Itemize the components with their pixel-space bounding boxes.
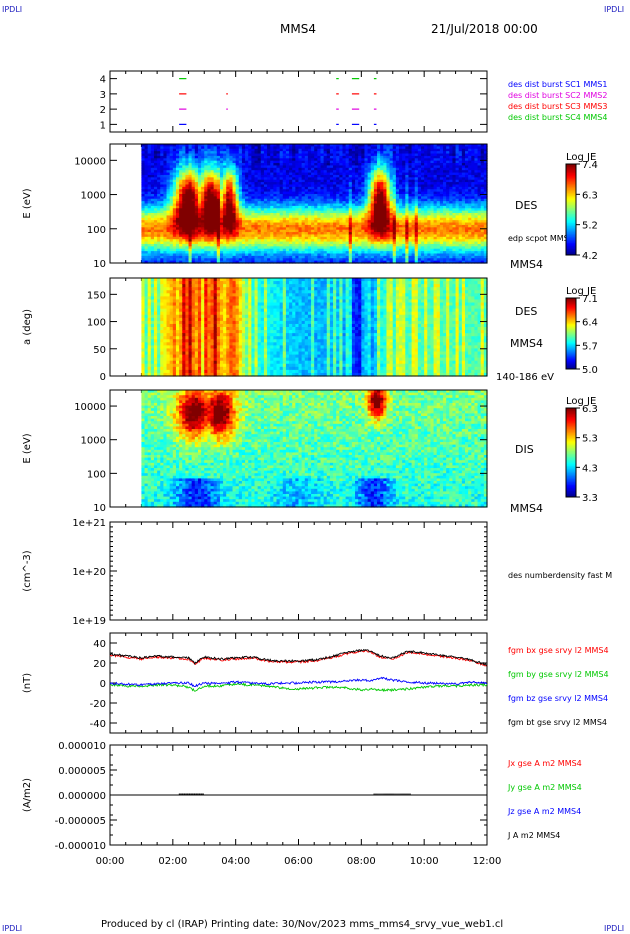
time-tick-label: 12:00 [473,856,502,867]
y-tick-label: 10000 [74,156,106,167]
y-tick-label: 50 [93,345,106,356]
time-tick-label: 00:00 [96,856,125,867]
time-tick-label: 10:00 [410,856,439,867]
y-tick-label: 1 [100,120,106,131]
legend-entry: fgm bt gse srvy l2 MMS4 [508,718,607,727]
heatmap-cells [141,278,487,377]
legend-entry: Jx gse A m2 MMS4 [507,759,582,768]
y-tick-label: 100 [87,225,106,236]
heatmap-cells [141,390,487,508]
y-tick-label: -0.000005 [55,816,106,827]
time-tick-label: 06:00 [284,856,313,867]
y-tick-label: 1000 [81,191,106,202]
legend-entry: fgm by gse srvy l2 MMS4 [508,670,609,679]
time-tick-label: 08:00 [347,856,376,867]
y-tick-label: -0.000010 [55,841,106,852]
colorbar-tick-label: 3.3 [582,493,598,504]
y-tick-label: 10 [93,503,106,514]
colorbar-tick-label: 6.3 [582,404,598,415]
heatmap-cells [141,144,487,264]
spacecraft-label: MMS4 [510,337,543,350]
panel-burst-availability: 4 3 2 1 des dist burst SC1 MMS1 des dist burs… [100,71,608,132]
energy-label: 140-186 eV [496,372,554,383]
y-axis-label: (cm^-3) [22,550,33,591]
colorbar-tick-label: 5.3 [582,434,598,445]
legend-entry: des dist burst SC3 MMS3 [508,102,607,111]
instrument-label: DIS [515,443,534,456]
legend-entry: des dist burst SC4 MMS4 [508,113,607,122]
series-line [110,650,487,666]
legend-entry: des dist burst SC1 MMS1 [508,80,607,89]
colorbar-tick-label: 6.3 [582,190,598,201]
y-tick-label: 1e+20 [72,567,106,578]
overlay-label: edp scpot MMS4 [508,234,574,243]
y-tick-label: 1e+21 [72,518,106,529]
y-axis-label: E (eV) [22,433,33,463]
colorbar-tick-label: 4.2 [582,251,598,262]
panel-frame [110,522,487,620]
y-axis-label: (A/m2) [22,778,33,812]
y-tick-label: -40 [90,719,106,730]
y-axis-label: (nT) [22,673,33,693]
panel-current-density: 0.000010 0.000005 0.000000 -0.000005 -0.0000… [22,741,582,867]
y-axis-label: a (deg) [22,309,33,345]
legend-entry: Jz gse A m2 MMS4 [507,807,581,816]
legend-entry: des dist burst SC2 MMS2 [508,91,607,100]
legend-entry: Jy gse A m2 MMS4 [507,783,582,792]
y-tick-label: 3 [100,90,106,101]
colorbar-tick-label: 6.4 [582,318,598,329]
y-tick-label: 100 [87,318,106,329]
y-tick-label: 1000 [81,436,106,447]
series-line [110,650,487,666]
instrument-label: DES [515,305,537,318]
time-tick-label: 04:00 [221,856,250,867]
y-tick-label: 0 [100,679,106,690]
legend-entry: fgm bz gse srvy l2 MMS4 [508,694,608,703]
y-tick-label: 10000 [74,402,106,413]
colorbar-tick-label: 7.4 [582,160,598,171]
legend-entry: J A m2 MMS4 [507,831,560,840]
y-tick-label: 40 [93,639,106,650]
colorbar-tick-label: 5.0 [582,365,598,376]
y-tick-label: 4 [100,75,106,86]
colorbar-tick-label: 4.3 [582,463,598,474]
y-tick-label: 10 [93,259,106,270]
panel-density: 1e+21 1e+20 1e+19 (cm^-3) des numberdensity … [22,518,612,627]
y-tick-label: -20 [90,699,106,710]
y-tick-label: 0.000005 [58,766,106,777]
instrument-label: DES [515,199,537,212]
y-tick-label: 0 [100,372,106,383]
y-axis-label: E (eV) [22,188,33,218]
time-tick-label: 02:00 [158,856,187,867]
y-tick-label: 100 [87,469,106,480]
y-tick-label: 2 [100,105,106,116]
plot-canvas: 4 3 2 1 des dist burst SC1 MMS1 des dist burs… [0,0,630,934]
panel-des-energy: 10000 1000 100 10 E (eV) DES edp scpot MMS4 MMS… [22,144,598,271]
spacecraft-label: MMS4 [510,258,543,271]
spacecraft-label: MMS4 [510,502,543,515]
y-tick-label: 0.000010 [58,741,106,752]
y-tick-label: 0.000000 [58,791,106,802]
legend-entry: fgm bx gse srvy l2 MMS4 [508,646,609,655]
panel-frame [110,71,487,132]
legend-entry: des numberdensity fast M [508,571,612,580]
colorbar-tick-label: 5.7 [582,341,598,352]
colorbar-tick-label: 5.2 [582,221,598,232]
y-tick-label: 150 [87,290,106,301]
y-tick-label: 1e+19 [72,616,106,627]
y-tick-label: 20 [93,659,106,670]
colorbar-tick-label: 7.1 [582,294,598,305]
panel-magnetic-field: 40 20 0 -20 -40 (nT) fgm bx gse srvy l2 MMS4 fg… [22,633,609,733]
